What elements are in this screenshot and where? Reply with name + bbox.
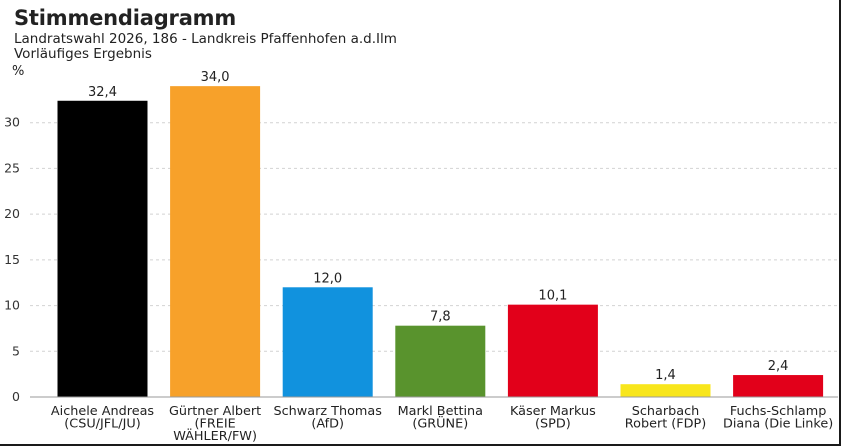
y-tick-label: 30 bbox=[4, 115, 20, 130]
x-tick-label: Scharbach bbox=[632, 404, 699, 419]
bar bbox=[620, 384, 711, 397]
x-tick-label: Gürtner Albert bbox=[169, 404, 261, 419]
y-tick-label: 20 bbox=[4, 206, 20, 221]
x-tick-label: Markl Bettina bbox=[398, 404, 483, 419]
bar bbox=[282, 287, 373, 397]
bar bbox=[57, 100, 148, 398]
x-tick-label: (CSU/JFL/JU) bbox=[64, 417, 140, 432]
x-tick-label: Robert (FDP) bbox=[625, 417, 706, 432]
y-tick-label: 10 bbox=[4, 298, 20, 313]
x-tick-label: Käser Markus bbox=[510, 404, 596, 419]
x-tick-label: Aichele Andreas bbox=[51, 404, 155, 419]
bar bbox=[170, 86, 261, 398]
data-label: 32,4 bbox=[88, 85, 117, 100]
data-label: 12,0 bbox=[313, 271, 342, 286]
y-axis-label: % bbox=[12, 64, 24, 79]
data-label: 34,0 bbox=[201, 70, 230, 85]
x-tick-label: (GRÜNE) bbox=[412, 415, 468, 432]
data-label: 2,4 bbox=[768, 359, 789, 374]
x-tick-label: Fuchs-Schlamp bbox=[730, 404, 826, 419]
bar bbox=[507, 304, 598, 397]
chart-title: Stimmendiagramm bbox=[14, 6, 237, 30]
x-tick-label: Diana (Die Linke) bbox=[723, 417, 833, 432]
x-tick-label: WÄHLER/FW) bbox=[173, 428, 257, 444]
data-label: 10,1 bbox=[538, 289, 567, 304]
data-label: 7,8 bbox=[430, 310, 451, 325]
data-label: 1,4 bbox=[655, 368, 676, 383]
x-tick-label: (SPD) bbox=[535, 417, 571, 432]
x-tick-label: (AfD) bbox=[311, 417, 344, 432]
bar bbox=[395, 325, 486, 397]
x-tick-label: (FREIE bbox=[194, 417, 235, 432]
chart-note: Vorläufiges Ergebnis bbox=[14, 46, 152, 62]
chart-subtitle: Landratswahl 2026, 186 - Landkreis Pfaff… bbox=[14, 31, 397, 47]
y-tick-label: 5 bbox=[12, 343, 20, 358]
y-tick-label: 15 bbox=[4, 252, 20, 267]
x-tick-label: Schwarz Thomas bbox=[274, 404, 383, 419]
bar bbox=[733, 375, 824, 397]
y-tick-label: 0 bbox=[12, 389, 20, 404]
y-tick-label: 25 bbox=[4, 160, 20, 175]
